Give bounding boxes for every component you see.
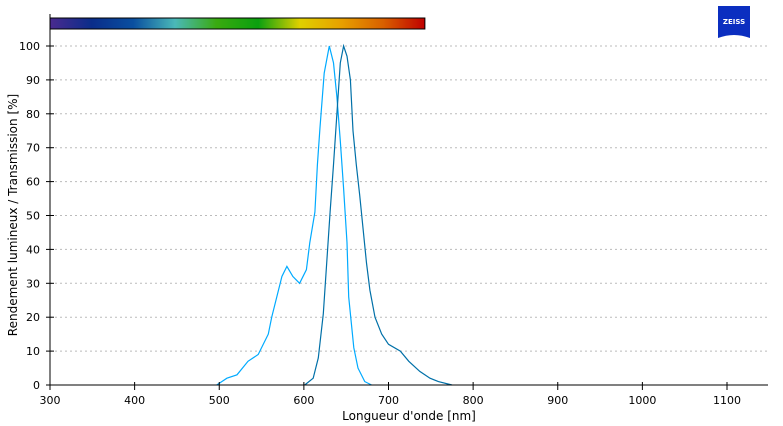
y-tick-label: 70 [26, 142, 40, 155]
x-tick-label: 1100 [713, 394, 741, 407]
y-tick-label: 90 [26, 74, 40, 87]
y-tick-label: 30 [26, 277, 40, 290]
series-line-1 [216, 45, 372, 386]
y-tick-label: 10 [26, 345, 40, 358]
y-tick-label: 50 [26, 210, 40, 223]
x-axis-label: Longueur d'onde [nm] [342, 409, 476, 423]
x-tick-label: 700 [378, 394, 399, 407]
y-tick-label: 40 [26, 243, 40, 256]
grid [50, 45, 768, 352]
x-tick-label: 600 [293, 394, 314, 407]
logo-text: ZEISS [723, 18, 745, 26]
series-group [216, 43, 453, 386]
y-tick-label: 20 [26, 311, 40, 324]
series-line-2 [304, 43, 453, 386]
x-tick-label: 500 [209, 394, 230, 407]
y-tick-label: 80 [26, 108, 40, 121]
spectrum-color-bar [49, 17, 426, 30]
x-tick-label: 900 [547, 394, 568, 407]
y-tick-label: 60 [26, 176, 40, 189]
y-tick-label: 0 [33, 379, 40, 392]
x-tick-label: 800 [463, 394, 484, 407]
axes: 0 10 20 30 40 50 60 70 80 90 100 300 400 500 600 700 800… [19, 14, 768, 407]
y-tick-label: 100 [19, 40, 40, 53]
zeiss-logo: ZEISS [718, 6, 750, 38]
x-tick-label: 1000 [628, 394, 656, 407]
x-tick-label: 400 [124, 394, 145, 407]
x-tick-label: 300 [40, 394, 61, 407]
y-axis-label: Rendement lumineux / Transmission [%] [6, 94, 20, 336]
